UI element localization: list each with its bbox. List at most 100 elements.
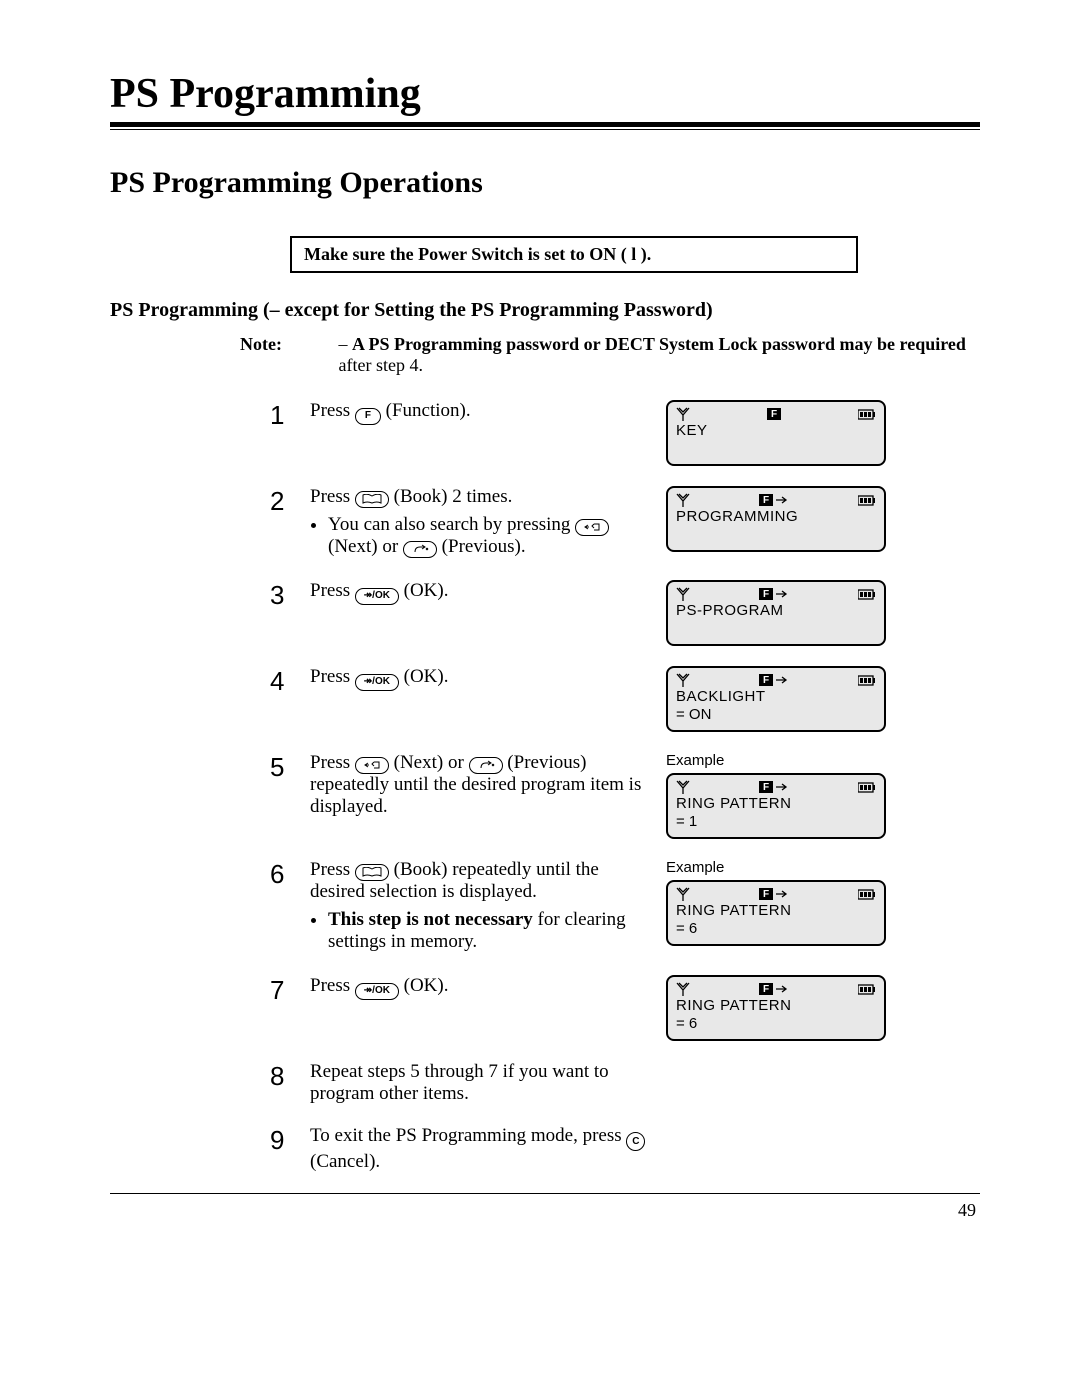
lcd-line: = 6 [676,920,876,937]
step-6: 6 Press (Book) repeatedly until the desi… [270,859,980,955]
antenna-icon [676,780,690,794]
step-number: 8 [270,1061,310,1089]
battery-icon [858,589,876,600]
step-2: 2 Press (Book) 2 times. You can also sea… [270,486,980,560]
antenna-icon [676,587,690,601]
key-book [355,864,389,881]
step-text: Repeat steps 5 through 7 if you want to … [310,1061,666,1105]
t: (Next) or [389,752,469,773]
step-bullet: You can also search by pressing (Next) o… [328,514,650,558]
battery-icon [858,675,876,686]
step-3: 3 Press ↠/OK (OK). F PS-PROGRAM [270,580,980,646]
step-text: Press ↠/OK (OK). [310,580,666,605]
lcd-line: RING PATTERN [676,997,876,1015]
display-caption: Example [666,752,898,769]
note-bold: A PS Programming password or DECT System… [352,334,966,354]
t: (Next) or [328,536,403,557]
step-number: 9 [270,1125,310,1153]
step-number: 1 [270,400,310,428]
step-9: 9 To exit the PS Programming mode, press… [270,1125,980,1173]
antenna-icon [676,673,690,687]
title-rule [110,122,980,130]
step-1: 1 Press F (Function). F KEY [270,400,980,466]
battery-icon [858,409,876,420]
lcd-line: = 1 [676,813,876,830]
lcd-line: BACKLIGHT [676,688,876,706]
step-text: Press (Book) repeatedly until the desire… [310,859,666,955]
key-cancel: C [626,1132,645,1151]
t: Press [310,580,355,601]
antenna-icon [676,493,690,507]
lcd-display-5: F RING PATTERN = 1 [666,773,886,839]
lcd-display-7: F RING PATTERN = 6 [666,975,886,1041]
subtitle: PS Programming Operations [110,166,980,200]
f-arrow-icon: F [759,494,789,506]
lcd-display-4: F BACKLIGHT = ON [666,666,886,732]
t: Press [310,752,355,773]
lcd-display-2: F PROGRAMMING [666,486,886,552]
battery-icon [858,889,876,900]
lcd-display-6: F RING PATTERN = 6 [666,880,886,946]
step-8: 8 Repeat steps 5 through 7 if you want t… [270,1061,980,1105]
t: (OK). [399,580,449,601]
lcd-line: KEY [676,422,876,440]
step-text: Press ↠/OK (OK). [310,975,666,1000]
step-text: Press (Next) or (Previous) repeatedly un… [310,752,666,818]
step-7: 7 Press ↠/OK (OK). F RING PATTERN = 6 [270,975,980,1041]
antenna-icon [676,887,690,901]
t: Press [310,859,355,880]
key-ok: ↠/OK [355,983,399,1000]
battery-icon [858,782,876,793]
t: This step is not necessary [328,909,533,930]
key-prev [469,757,503,774]
step-5: 5 Press (Next) or (Previous) repeatedly … [270,752,980,839]
t: Press [310,400,355,421]
f-icon: F [767,408,781,420]
key-book [355,491,389,508]
battery-icon [858,495,876,506]
note-dash: – [339,334,348,354]
battery-icon [858,984,876,995]
step-number: 3 [270,580,310,608]
step-text: Press (Book) 2 times. You can also searc… [310,486,666,560]
step-text: Press ↠/OK (OK). [310,666,666,691]
t: (OK). [399,666,449,687]
lcd-line: RING PATTERN [676,795,876,813]
t: Press [310,975,355,996]
step-number: 7 [270,975,310,1003]
t: Press [310,666,355,687]
t: (Function). [381,400,471,421]
step-text: Press F (Function). [310,400,666,425]
lcd-line: = 6 [676,1015,876,1032]
page-number: 49 [110,1194,980,1221]
key-prev [403,541,437,558]
t: (Previous). [437,536,526,557]
note-tail: after step 4. [339,355,423,375]
lcd-display-3: F PS-PROGRAM [666,580,886,646]
t: You can also search by pressing [328,514,575,535]
step-number: 6 [270,859,310,887]
lcd-line: PS-PROGRAM [676,602,876,620]
lcd-line: PROGRAMMING [676,508,876,526]
step-text: To exit the PS Programming mode, press C… [310,1125,666,1173]
step-number: 2 [270,486,310,514]
f-arrow-icon: F [759,983,789,995]
f-arrow-icon: F [759,674,789,686]
t: (Book) 2 times. [389,486,513,507]
lcd-display-1: F KEY [666,400,886,466]
antenna-icon [676,407,690,421]
key-next [575,519,609,536]
f-arrow-icon: F [759,888,789,900]
note-body: – A PS Programming password or DECT Syst… [339,334,981,376]
t: (OK). [399,975,449,996]
f-arrow-icon: F [759,588,789,600]
t: To exit the PS Programming mode, press [310,1125,626,1146]
antenna-icon [676,982,690,996]
note-label: Note: [240,334,339,376]
key-next [355,757,389,774]
step-4: 4 Press ↠/OK (OK). F BACKLIGHT = ON [270,666,980,732]
power-switch-note: Make sure the Power Switch is set to ON … [290,236,858,273]
step-bullet: This step is not necessary for clearing … [328,909,650,953]
key-ok: ↠/OK [355,588,399,605]
step-number: 4 [270,666,310,694]
